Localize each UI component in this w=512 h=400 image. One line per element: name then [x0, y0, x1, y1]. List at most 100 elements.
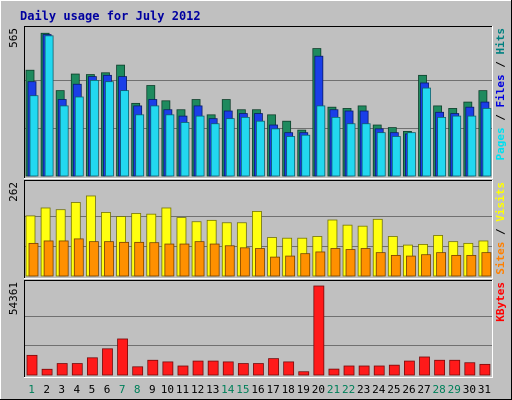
bar-pages-day-24: [376, 132, 386, 177]
x-tick-label-day-21: 21: [327, 383, 340, 396]
bar-kbytes-day-13: [207, 360, 219, 376]
bar-kbytes-day-27: [419, 356, 430, 376]
bar-sites-day-27: [421, 254, 431, 277]
bar-kbytes-day-31: [479, 363, 491, 376]
bar-sites-day-2: [43, 240, 54, 277]
x-tick-label-day-31: 31: [478, 383, 491, 396]
bar-sites-day-15: [239, 247, 250, 277]
x-tick-label-day-13: 13: [206, 383, 219, 396]
x-tick-label-day-28: 28: [433, 383, 446, 396]
bar-sites-day-6: [104, 241, 114, 277]
series-sites: [28, 238, 492, 277]
bar-sites-day-20: [315, 251, 326, 277]
bar-sites-day-29: [451, 254, 462, 277]
bar-pages-day-5: [89, 80, 99, 177]
legend-item-0: Pages: [494, 127, 507, 160]
bar-sites-day-19: [300, 253, 311, 277]
bar-sites-day-13: [209, 243, 220, 277]
bar-sites-day-28: [436, 252, 447, 277]
bar-pages-day-10: [165, 114, 175, 177]
bar-kbytes-day-16: [253, 363, 264, 376]
bar-kbytes-day-22: [343, 365, 355, 376]
bar-sites-day-5: [88, 241, 99, 277]
chart-panels: 565 Pages / Files / Hits 262 Sites / Visits…: [7, 26, 507, 378]
x-tick-label-day-16: 16: [251, 383, 264, 396]
bar-pages-day-29: [452, 115, 462, 177]
bar-pages-day-2: [44, 35, 54, 177]
x-tick-label-day-2: 2: [43, 383, 50, 396]
legend-item-1: /: [494, 108, 507, 128]
bar-kbytes-day-3: [56, 363, 68, 376]
bar-sites-day-11: [179, 243, 190, 277]
x-tick-label-day-19: 19: [297, 383, 310, 396]
bar-kbytes-day-4: [71, 363, 83, 376]
bar-sites-day-25: [390, 254, 401, 277]
x-tick-label-day-11: 11: [176, 383, 189, 396]
bar-sites-day-21: [330, 248, 341, 277]
legend: KBytes: [494, 282, 507, 322]
y-max-label: 565: [7, 28, 20, 48]
legend-item-1: /: [494, 222, 507, 242]
bar-kbytes-day-15: [237, 363, 249, 376]
bar-pages-day-9: [150, 105, 160, 177]
legend-item-2: Visits: [494, 182, 507, 222]
bar-kbytes-day-9: [147, 359, 159, 376]
panel-kbytes: 54361 KBytes: [7, 280, 507, 378]
bar-kbytes-day-19: [298, 371, 310, 376]
bar-kbytes-day-17: [268, 358, 279, 376]
bar-sites-day-14: [224, 245, 235, 277]
x-tick-label-day-15: 15: [236, 383, 249, 396]
bar-pages-day-4: [74, 96, 84, 177]
bar-sites-day-17: [270, 256, 280, 277]
x-tick-label-day-4: 4: [74, 383, 81, 396]
bar-kbytes-day-30: [464, 362, 476, 376]
legend-item-0: Sites: [494, 242, 507, 275]
bar-sites-day-26: [406, 255, 416, 277]
bar-pages-day-13: [210, 123, 220, 177]
bar-pages-day-17: [271, 128, 280, 177]
bar-pages-day-18: [286, 136, 296, 177]
bar-sites-day-23: [360, 248, 371, 277]
x-tick-label-day-23: 23: [357, 383, 370, 396]
bar-pages-day-14: [225, 118, 235, 177]
bar-sites-day-9: [149, 242, 160, 277]
bar-kbytes-day-21: [328, 368, 340, 376]
bar-pages-day-1: [29, 95, 39, 177]
x-tick-label-day-12: 12: [191, 383, 204, 396]
bar-sites-day-7: [119, 241, 129, 277]
bar-kbytes-day-29: [449, 359, 461, 376]
chart-title: Daily usage for July 2012: [20, 9, 201, 23]
x-tick-label-day-26: 26: [402, 383, 415, 396]
bar-pages-day-27: [422, 87, 431, 177]
x-tick-label-day-18: 18: [282, 383, 295, 396]
bar-kbytes-day-28: [434, 359, 446, 376]
bar-pages-day-15: [240, 116, 250, 177]
bar-sites-day-8: [134, 241, 145, 277]
bar-kbytes-day-25: [388, 364, 400, 376]
bar-kbytes-day-23: [358, 365, 370, 376]
bar-pages-day-8: [135, 114, 145, 177]
bar-kbytes-day-26: [404, 360, 415, 376]
bar-pages-day-28: [437, 116, 447, 177]
bar-pages-day-21: [331, 116, 341, 177]
bar-pages-day-22: [346, 123, 356, 177]
bar-sites-day-4: [73, 238, 84, 277]
x-tick-label-day-20: 20: [312, 383, 325, 396]
x-tick-label-day-25: 25: [387, 383, 400, 396]
bar-sites-day-30: [466, 254, 477, 277]
bar-pages-day-6: [105, 81, 114, 177]
x-tick-label-day-27: 27: [417, 383, 430, 396]
legend-item-0: KBytes: [494, 282, 507, 322]
legend-item-2: Files: [494, 74, 507, 107]
series-pages: [29, 35, 492, 177]
bar-pages-day-23: [361, 123, 371, 177]
bar-kbytes-day-6: [102, 348, 113, 376]
bar-kbytes-day-2: [41, 368, 53, 376]
series-kbytes: [26, 285, 491, 376]
bar-kbytes-day-5: [86, 357, 98, 376]
bar-kbytes-day-1: [26, 354, 38, 376]
x-tick-label-day-7: 7: [119, 383, 126, 396]
bar-kbytes-day-10: [162, 361, 174, 376]
bar-pages-day-16: [256, 120, 265, 177]
bar-sites-day-12: [194, 241, 205, 277]
